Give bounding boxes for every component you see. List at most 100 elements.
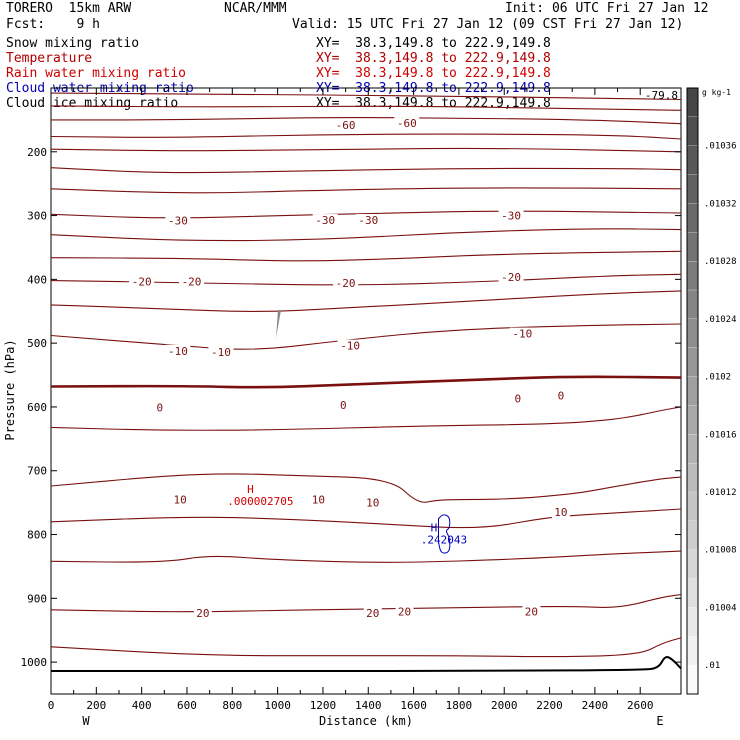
field-temp-xy: XY= 38.3,149.8 to 222.9,149.8	[316, 51, 551, 66]
colorbar-label: .01008	[704, 546, 737, 556]
y-tick-label: 600	[27, 401, 47, 414]
x-tick-label: 1000	[264, 699, 291, 712]
x-tick-label: 2400	[582, 699, 609, 712]
colorbar-cell	[686, 116, 699, 147]
contour-label: -60	[336, 119, 356, 132]
colorbar-cell	[686, 174, 699, 205]
contour-label: -30	[358, 214, 378, 227]
contour-label: 0	[515, 393, 522, 406]
x-tick-label: 2600	[627, 699, 654, 712]
contour-label: 20	[366, 607, 379, 620]
x-tick-label: 1200	[310, 699, 337, 712]
rain-max-value: .000002705	[227, 495, 293, 508]
colorbar-cell	[686, 347, 699, 378]
colorbar-cell	[686, 578, 699, 609]
contour-label-bg	[512, 392, 524, 405]
contour-label: 0	[558, 389, 565, 402]
contour-label: -60	[397, 117, 417, 130]
temperature-contour	[50, 375, 682, 389]
colorbar-cell	[686, 607, 699, 637]
contour-label-bg	[551, 506, 570, 519]
temperature-contour	[50, 147, 682, 153]
colorbar-frame	[686, 87, 699, 695]
contour-label-bg	[193, 606, 212, 619]
colorbar-label: .01028	[704, 257, 737, 267]
plot-frame	[50, 87, 682, 695]
temperature-contour	[50, 105, 682, 111]
temperature-contour	[51, 117, 682, 125]
west-label: W	[82, 714, 90, 728]
y-tick-label: 400	[27, 273, 47, 286]
contour-label-bg	[355, 214, 381, 227]
colorbar-label: .01	[704, 661, 720, 671]
colorbar-cell	[686, 203, 699, 233]
contour-label: -10	[211, 346, 231, 359]
contour-label-bg	[309, 493, 328, 506]
contour-label-bg	[337, 339, 363, 352]
center-label: NCAR/MMM	[224, 1, 287, 16]
contour-label-bg	[363, 606, 382, 619]
temperature-contour	[50, 290, 682, 313]
contour-label-bg	[363, 496, 382, 509]
temperature-contour	[50, 406, 682, 431]
init-time: Init: 06 UTC Fri 27 Jan 12	[505, 1, 709, 16]
y-tick-label: 500	[27, 337, 47, 350]
contour-label-bg	[154, 401, 166, 414]
valid-time: Valid: 15 UTC Fri 27 Jan 12 (09 CST Fri …	[292, 17, 684, 32]
temperature-contour	[50, 250, 682, 262]
contour-label: -20	[501, 271, 521, 284]
colorbar-label: .01016	[704, 430, 737, 440]
colorbar-label: .01004	[704, 603, 737, 613]
contour-label: 20	[196, 607, 209, 620]
temperature-contour	[50, 473, 682, 503]
y-axis-title: Pressure (hPa)	[3, 339, 17, 440]
contour-label-bg	[337, 399, 349, 412]
y-tick-label: 1000	[21, 656, 48, 669]
contour-label-bg	[179, 275, 205, 288]
x-tick-label: 800	[222, 699, 242, 712]
colorbar-cell	[686, 520, 699, 551]
colorbar-label: .0102	[704, 373, 731, 383]
contour-label-bg	[333, 277, 359, 290]
y-tick-label: 700	[27, 465, 47, 478]
field-snow-name: Snow mixing ratio	[6, 36, 140, 51]
contour-label: -10	[512, 328, 532, 341]
colorbar-cell	[686, 405, 699, 435]
terrain-surface	[51, 656, 682, 673]
x-tick-label: 200	[86, 699, 106, 712]
contour-label-bg	[498, 270, 524, 283]
contour-label: -10	[168, 345, 188, 358]
colorbar-label: .01036	[704, 142, 737, 152]
model-title: TORERO 15km ARW	[6, 1, 132, 16]
x-tick-label: 400	[132, 699, 152, 712]
contour-label: -30	[168, 215, 188, 228]
field-temp-name: Temperature	[6, 51, 93, 66]
x-tick-label: 0	[48, 699, 55, 712]
field-rain-xy: XY= 38.3,149.8 to 222.9,149.8	[316, 66, 551, 81]
contour-label-bg	[208, 346, 234, 359]
temperature-contour	[50, 92, 682, 101]
field-snow-xy: XY= 38.3,149.8 to 222.9,149.8	[316, 36, 551, 51]
cloud-water-max-marker: H	[431, 521, 438, 534]
temperature-contour	[50, 133, 682, 140]
colorbar-cell	[686, 434, 699, 464]
cloud-water-max-value: .242043	[421, 533, 467, 546]
x-tick-label: 2000	[491, 699, 518, 712]
temperature-contour	[50, 187, 682, 194]
y-tick-label: 800	[27, 529, 47, 542]
contour-label: 20	[398, 606, 411, 619]
temperature-contour	[50, 323, 682, 350]
colorbar-cell	[686, 87, 699, 118]
contour-label: 10	[312, 493, 325, 506]
x-axis-title: Distance (km)	[319, 714, 413, 728]
contour-label: 20	[525, 606, 538, 619]
contour-label-bg	[312, 214, 338, 227]
contour-label: 0	[340, 399, 347, 412]
y-tick-label: 300	[27, 210, 47, 223]
temperature-contour	[50, 228, 682, 242]
contour-label: -30	[315, 214, 335, 227]
colorbar-label: .01012	[704, 488, 737, 498]
contour-label: 10	[366, 497, 379, 510]
cloud-water-contour	[438, 514, 451, 554]
